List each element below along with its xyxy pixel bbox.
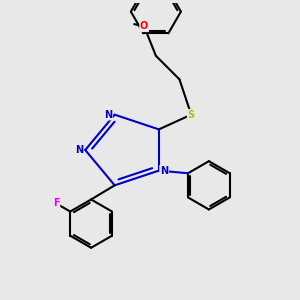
Text: N: N xyxy=(75,145,83,155)
Text: F: F xyxy=(53,198,59,208)
Text: N: N xyxy=(160,166,168,176)
Text: S: S xyxy=(188,110,195,120)
Text: N: N xyxy=(104,110,112,120)
Text: O: O xyxy=(140,21,148,31)
